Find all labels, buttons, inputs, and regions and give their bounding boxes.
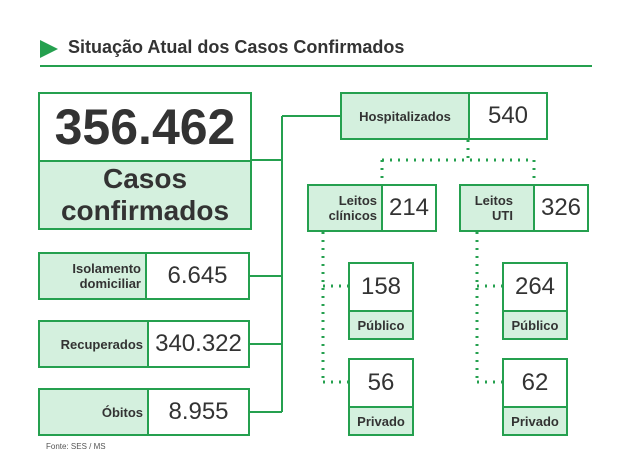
status-box: Recuperados 340.322	[38, 320, 250, 368]
beds-label: Leitos clínicos	[309, 186, 383, 230]
status-value: 340.322	[155, 330, 242, 357]
status-box: Isolamento domiciliar 6.645	[38, 252, 250, 300]
total-value: 356.462	[54, 99, 236, 155]
total-box: 356.462 Casos confirmados	[38, 92, 252, 230]
split-label: Privado	[350, 406, 412, 434]
solid-links	[250, 115, 340, 413]
split-label: Privado	[504, 406, 566, 434]
split-box: 158 Público	[348, 262, 414, 340]
split-label: Público	[504, 310, 566, 338]
beds-box: Leitos UTI 326	[459, 184, 589, 232]
beds-value: 326	[540, 194, 582, 221]
beds-value: 214	[388, 194, 430, 221]
status-box: Óbitos 8.955	[38, 388, 250, 436]
beds-label: Leitos UTI	[461, 186, 535, 230]
status-label: Recuperados	[40, 322, 149, 366]
split-box: 56 Privado	[348, 358, 414, 436]
status-label: Isolamento domiciliar	[40, 254, 147, 298]
status-value: 8.955	[168, 398, 229, 425]
hospitalized-value: 540	[487, 102, 529, 129]
beds-box: Leitos clínicos 214	[307, 184, 437, 232]
split-value: 158	[360, 273, 402, 300]
split-box: 62 Privado	[502, 358, 568, 436]
total-label: Casos confirmados	[40, 160, 250, 228]
split-value: 264	[514, 273, 556, 300]
split-value: 62	[521, 369, 549, 396]
status-value: 6.645	[167, 262, 228, 289]
status-label: Óbitos	[40, 390, 149, 434]
source: Fonte: SES / MS	[46, 442, 106, 451]
title-arrow	[40, 40, 58, 58]
hospitalized-box: Hospitalizados 540	[340, 92, 548, 140]
split-box: 264 Público	[502, 262, 568, 340]
dotted-links	[321, 140, 536, 384]
split-label: Público	[350, 310, 412, 338]
title: Situação Atual dos Casos Confirmados	[68, 37, 405, 57]
hospitalized-label: Hospitalizados	[342, 94, 470, 138]
split-value: 56	[367, 369, 395, 396]
